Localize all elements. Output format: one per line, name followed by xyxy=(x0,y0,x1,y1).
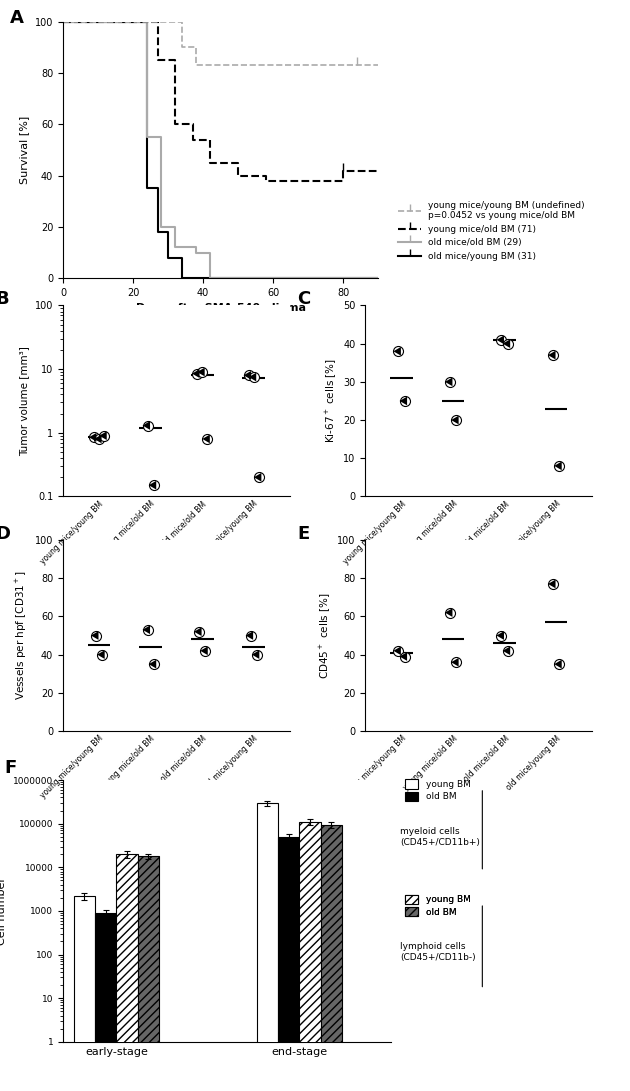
Point xyxy=(554,656,564,673)
Point xyxy=(393,343,403,360)
Point xyxy=(249,369,259,386)
Point xyxy=(548,347,558,364)
Point xyxy=(149,656,159,673)
Text: myeloid cells
(CD45+/CD11b+): myeloid cells (CD45+/CD11b+) xyxy=(401,827,480,847)
Point xyxy=(503,335,513,352)
Point xyxy=(97,646,107,663)
Point xyxy=(445,604,455,622)
Bar xyxy=(256,803,278,1091)
Point xyxy=(503,335,513,352)
Point xyxy=(194,623,204,640)
Y-axis label: CD45$^+$ cells [%]: CD45$^+$ cells [%] xyxy=(317,592,332,679)
Point xyxy=(554,656,564,673)
Text: lymphoid cells
(CD45+/CD11b-): lymphoid cells (CD45+/CD11b-) xyxy=(401,943,476,962)
Point xyxy=(254,468,264,485)
X-axis label: Days after SMA-540 glioma
cell implantation: Days after SMA-540 glioma cell implantat… xyxy=(135,303,306,325)
Point xyxy=(252,646,262,663)
Text: F: F xyxy=(4,759,16,777)
Point xyxy=(89,429,99,446)
Point xyxy=(399,392,410,409)
Point xyxy=(197,363,207,381)
Point xyxy=(554,457,564,475)
Point xyxy=(254,468,264,485)
Point xyxy=(194,623,204,640)
Point xyxy=(246,626,256,644)
Bar xyxy=(74,896,95,1091)
Point xyxy=(496,626,507,644)
Bar xyxy=(299,822,321,1091)
Point xyxy=(142,621,152,638)
Point xyxy=(399,648,410,666)
Point xyxy=(244,367,254,384)
Text: C: C xyxy=(297,290,311,308)
Point xyxy=(94,430,104,447)
Point xyxy=(200,642,210,659)
Y-axis label: Vessels per hpf [CD31$^+$]: Vessels per hpf [CD31$^+$] xyxy=(14,571,30,700)
Point xyxy=(192,364,202,382)
Point xyxy=(94,430,104,447)
Text: B: B xyxy=(0,290,9,308)
Point xyxy=(554,457,564,475)
Point xyxy=(548,347,558,364)
Point xyxy=(451,654,461,671)
Bar xyxy=(95,913,117,1091)
Point xyxy=(91,626,101,644)
Point xyxy=(202,430,212,447)
Point xyxy=(451,654,461,671)
Point xyxy=(149,477,159,494)
Point xyxy=(142,417,152,434)
Point xyxy=(244,367,254,384)
Point xyxy=(451,411,461,429)
Point xyxy=(192,364,202,382)
Point xyxy=(202,430,212,447)
Point xyxy=(393,642,403,659)
Point xyxy=(252,646,262,663)
Point xyxy=(548,575,558,592)
Point xyxy=(496,332,507,349)
Point xyxy=(393,642,403,659)
Point xyxy=(142,621,152,638)
Point xyxy=(445,373,455,391)
Point xyxy=(445,373,455,391)
Bar xyxy=(278,837,299,1091)
Point xyxy=(503,642,513,659)
Point xyxy=(503,642,513,659)
Point xyxy=(142,417,152,434)
Y-axis label: Tumor volume [mm³]: Tumor volume [mm³] xyxy=(20,346,30,456)
Point xyxy=(149,477,159,494)
Point xyxy=(99,427,109,444)
Point xyxy=(89,429,99,446)
Text: A: A xyxy=(9,9,23,27)
Legend: young mice/young BM (undefined)
p=0.0452 vs young mice/old BM, young mice/old BM: young mice/young BM (undefined) p=0.0452… xyxy=(398,201,585,261)
Point xyxy=(399,648,410,666)
Legend: young BM , old BM : young BM , old BM xyxy=(405,895,474,916)
Point xyxy=(496,626,507,644)
Point xyxy=(97,646,107,663)
Bar xyxy=(138,856,159,1091)
Point xyxy=(200,642,210,659)
Point xyxy=(99,427,109,444)
Y-axis label: Ki-67$^+$ cells [%]: Ki-67$^+$ cells [%] xyxy=(323,359,338,443)
Point xyxy=(548,575,558,592)
Y-axis label: Survival [%]: Survival [%] xyxy=(20,116,30,184)
Point xyxy=(197,363,207,381)
Text: E: E xyxy=(297,525,309,542)
Text: D: D xyxy=(0,525,10,542)
Point xyxy=(149,656,159,673)
Point xyxy=(393,343,403,360)
Point xyxy=(246,626,256,644)
Point xyxy=(496,332,507,349)
Point xyxy=(399,392,410,409)
Point xyxy=(445,604,455,622)
Bar xyxy=(117,854,138,1091)
Bar xyxy=(321,825,342,1091)
Point xyxy=(249,369,259,386)
Point xyxy=(451,411,461,429)
Point xyxy=(91,626,101,644)
Y-axis label: Cell number: Cell number xyxy=(0,877,8,945)
